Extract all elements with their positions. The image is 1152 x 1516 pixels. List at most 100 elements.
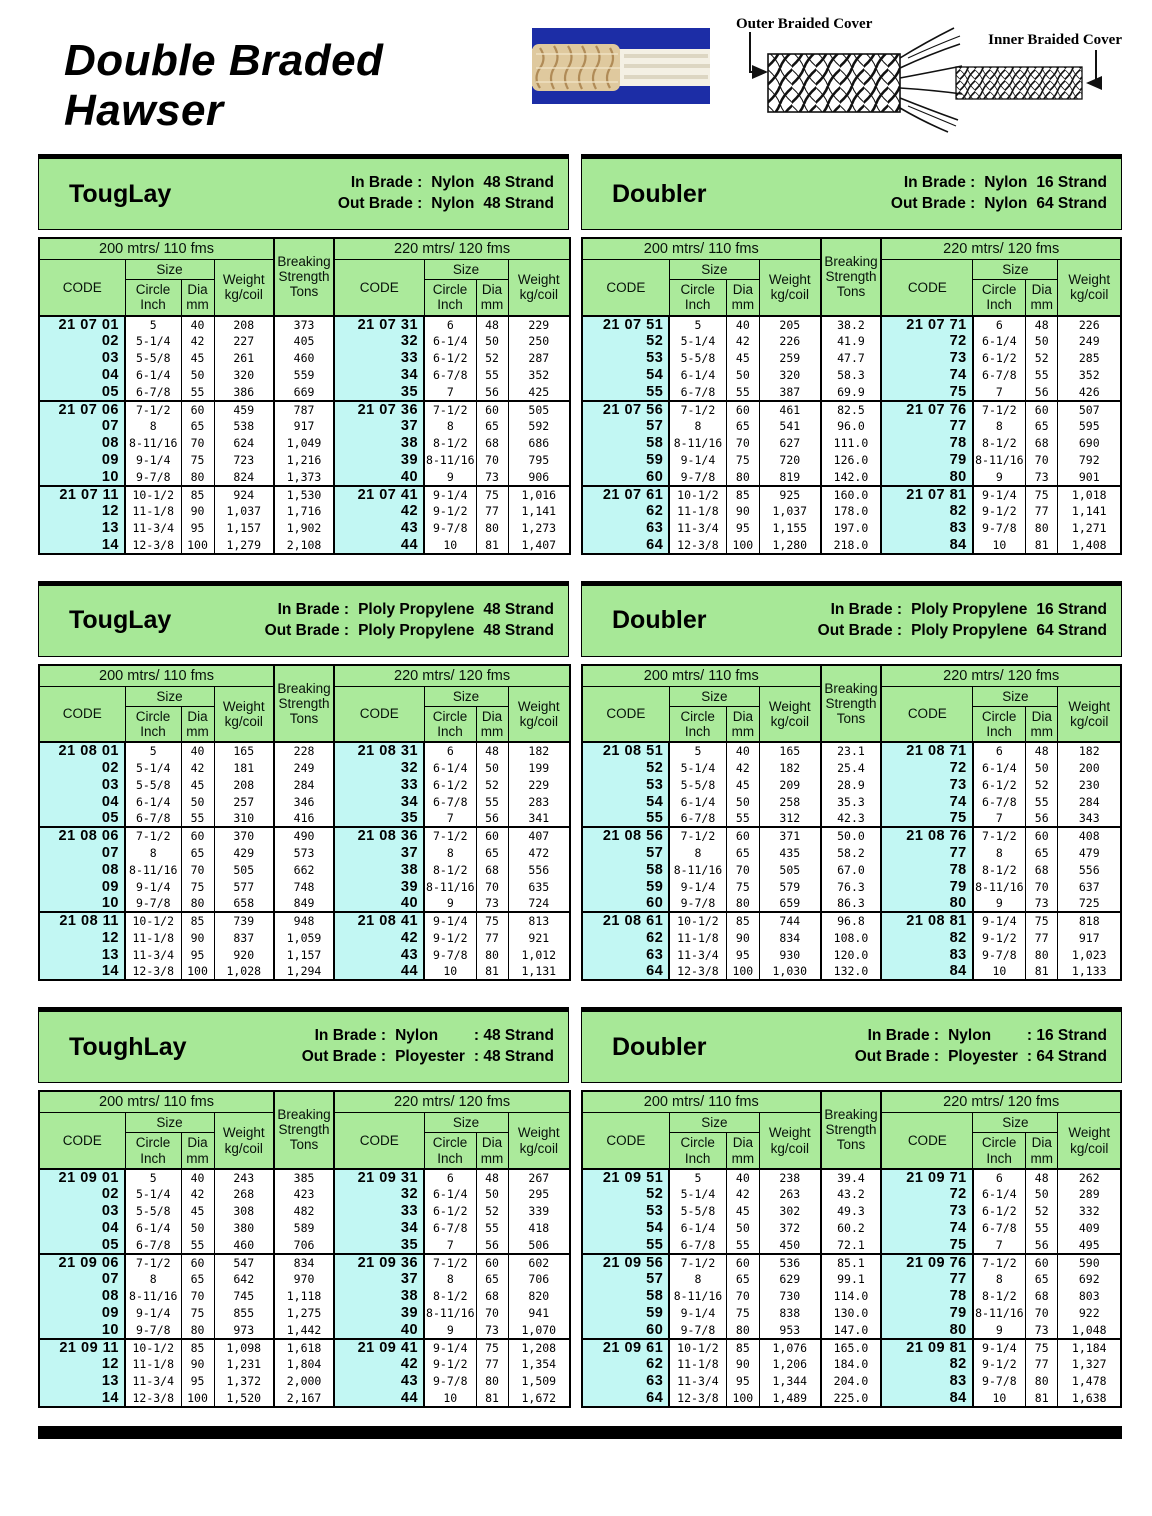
cell-weight: 1,016 [507,485,571,503]
cell-breaking-strength: 23.1 [819,741,883,760]
cell-weight: 370 [213,827,275,845]
cell-dia-mm: 80 [725,895,761,914]
cell-code: 21 08 71 [880,741,974,760]
cell-weight: 435 [759,844,822,862]
table-row: 57 8 65 541 96.0 77 8 65 595 [581,417,1122,435]
cell-dia-mm: 73 [475,468,509,487]
cell-dia-mm: 70 [725,434,761,452]
table-title: ToughLay [69,1032,187,1061]
cell-circle-inch: 5-5/8 [124,349,182,367]
cell-dia-mm: 75 [180,451,215,469]
cell-circle-inch: 6 [972,1167,1026,1186]
cell-dia-mm: 42 [180,759,215,777]
brade-material: Ploly Propylene [358,621,475,639]
header-circle-inch: Circle Inch [972,705,1026,743]
cell-circle-inch: 12-3/8 [124,963,182,981]
table-row: 54 6-1/4 50 372 60.2 74 6-7/8 55 409 [581,1219,1122,1237]
cell-circle-inch: 6-7/8 [124,1236,182,1255]
header-weight: Weight kg/coil [507,1112,571,1170]
cell-dia-mm: 100 [180,1389,215,1407]
brade-label: Out Brade : [854,1048,940,1066]
table-block-6: Doubler In Brade : Nylon: 16 Strand Out Bra… [581,1007,1122,1408]
cell-breaking-strength: 42.3 [819,810,883,829]
cell-weight: 1,076 [759,1338,822,1356]
cell-circle-inch: 6 [423,1167,477,1186]
cell-dia-mm: 50 [1024,1185,1059,1203]
cell-dia-mm: 55 [725,810,761,829]
cell-code: 83 [880,1372,974,1390]
brade-strand: 48 Strand [483,621,554,639]
brade-label: In Brade : [277,600,350,618]
cell-circle-inch: 9-1/2 [972,1355,1026,1373]
cell-code: 44 [333,963,426,981]
cell-circle-inch: 9-1/4 [423,912,477,930]
cell-code: 63 [581,946,671,964]
cell-weight: 287 [507,349,571,367]
cell-code: 43 [333,946,426,964]
cell-dia-mm: 75 [475,912,509,930]
cell-circle-inch: 6-7/8 [423,366,477,384]
cell-weight: 1,520 [213,1389,275,1407]
table-block-3: TougLay In Brade : Ploly Propylene 48 Stran… [38,580,572,982]
cell-code: 74 [880,1219,974,1237]
cell-breaking-strength: 2,167 [273,1389,336,1407]
cell-dia-mm: 85 [180,1338,215,1356]
cell-breaking-strength: 249 [273,759,336,777]
cell-weight: 425 [507,383,571,402]
cell-circle-inch: 9-1/2 [423,929,477,947]
brade-label: Out Brade : [337,195,423,212]
cell-circle-inch: 8-11/16 [124,434,182,452]
cell-code: 55 [581,1236,671,1255]
cell-code: 10 [38,1321,126,1340]
cell-code: 04 [38,793,126,811]
cell-circle-inch: 9 [972,895,1026,914]
cell-dia-mm: 80 [475,519,509,537]
cell-weight: 208 [213,776,275,794]
header-code: CODE [38,685,126,743]
cell-weight: 181 [213,759,275,777]
cell-circle-inch: 7-1/2 [668,1253,727,1271]
header-size: Size [124,1112,215,1134]
cell-code: 82 [880,502,974,520]
header-dia-mm: Dia mm [725,1132,761,1170]
brade-material: Ployester [948,1048,1018,1066]
cell-weight: 243 [213,1167,275,1186]
cell-breaking-strength: 99.1 [819,1270,883,1288]
cell-dia-mm: 52 [475,776,509,794]
cell-code: 32 [333,759,426,777]
cell-weight: 267 [507,1167,571,1186]
cell-circle-inch: 9 [972,1321,1026,1340]
spec-table: 200 mtrs/ 110 fms Breaking Strength Tons 2… [38,1090,572,1408]
cell-weight: 1,509 [507,1372,571,1390]
cell-circle-inch: 6-1/2 [423,1202,477,1220]
cell-breaking-strength: 67.0 [819,861,883,879]
cell-circle-inch: 9-1/4 [423,1338,477,1356]
rope-photo [532,28,710,104]
cell-code: 21 08 11 [38,912,126,930]
header-breaking-strength: Breaking Strength Tons [273,664,336,743]
cell-circle-inch: 7-1/2 [124,827,182,845]
cell-dia-mm: 75 [725,878,761,896]
cell-weight: 629 [759,1270,822,1288]
cell-weight: 209 [759,776,822,794]
cell-code: 73 [880,349,974,367]
cell-weight: 541 [759,417,822,435]
cell-code: 04 [38,1219,126,1237]
header-code: CODE [38,1112,126,1170]
cell-circle-inch: 6-1/2 [972,349,1026,367]
header-breaking-strength: Breaking Strength Tons [273,1090,336,1170]
cell-breaking-strength: 47.7 [819,349,883,367]
table-row: 21 08 06 7-1/2 60 370 490 21 08 36 7-1/2 60 407 [38,827,571,845]
brade-strand: 16 Strand [1036,600,1107,618]
cell-code: 59 [581,451,671,469]
cell-code: 21 07 56 [581,400,671,418]
header-code: CODE [333,1112,425,1170]
cell-dia-mm: 70 [180,434,215,452]
cell-circle-inch: 7-1/2 [972,827,1026,845]
cell-dia-mm: 100 [725,1389,761,1407]
page-header: Double Braded Hawser [38,14,1122,146]
bottom-rule [38,1425,1122,1439]
cell-breaking-strength: 917 [273,417,336,435]
cell-circle-inch: 5 [668,1167,727,1186]
cell-breaking-strength: 86.3 [819,895,883,914]
